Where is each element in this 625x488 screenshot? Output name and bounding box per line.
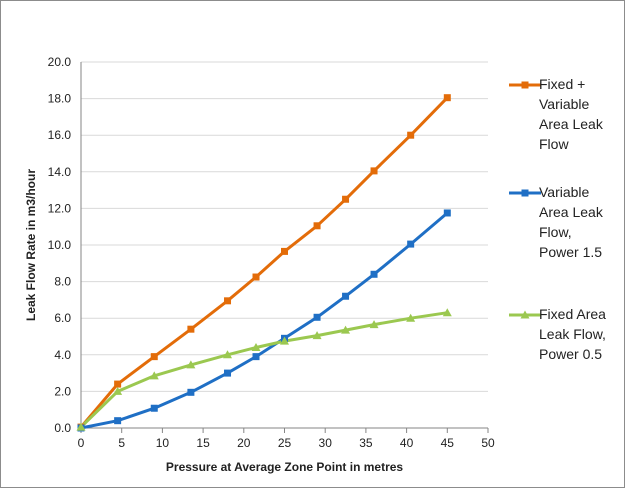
x-tick-label: 25 xyxy=(278,436,292,450)
data-point xyxy=(407,131,415,139)
x-tick-label: 20 xyxy=(237,436,251,450)
data-point xyxy=(252,273,260,281)
legend-label-line: Area Leak xyxy=(539,116,604,132)
data-point xyxy=(150,404,158,412)
legend-label: Fixed + Variable Area Leak Flow xyxy=(539,76,604,152)
legend-label-line: Power 0.5 xyxy=(539,346,602,362)
data-point xyxy=(281,247,288,255)
series-line xyxy=(80,211,449,430)
data-point xyxy=(442,308,452,317)
legend-label-line: Fixed Area xyxy=(539,306,606,322)
y-tick-label: 14.0 xyxy=(48,165,72,179)
data-point xyxy=(224,369,232,377)
x-tick-label: 10 xyxy=(156,436,170,450)
data-markers xyxy=(76,94,452,432)
y-tick-label: 18.0 xyxy=(48,92,72,106)
y-tick-label: 4.0 xyxy=(54,348,71,362)
x-tick-label: 0 xyxy=(78,436,85,450)
data-point xyxy=(224,297,232,305)
legend-label-line: Variable xyxy=(539,184,590,200)
y-tick-label: 20.0 xyxy=(48,55,72,69)
y-axis-title: Leak Flow Rate in m3/hour xyxy=(24,169,38,321)
series-line xyxy=(79,96,449,429)
data-point xyxy=(150,353,158,361)
data-point xyxy=(252,353,260,361)
data-point xyxy=(186,360,196,369)
gridlines xyxy=(81,61,488,392)
legend-swatch-marker xyxy=(521,81,529,89)
legend-entry: Fixed + Variable Area Leak Flow xyxy=(509,76,604,152)
data-point xyxy=(406,313,416,322)
data-point xyxy=(313,222,321,230)
data-point xyxy=(312,331,322,340)
legend-label-line: Flow, xyxy=(539,224,572,240)
legend-label-line: Leak Flow, xyxy=(539,326,606,342)
x-tick-label: 35 xyxy=(359,436,373,450)
axes: 0.0 2.0 4.0 6.0 8.0 10.0 12.0 14.0 16.0 18.0 20.0 0… xyxy=(48,55,495,450)
y-tick-label: 2.0 xyxy=(54,384,71,398)
data-point xyxy=(370,167,378,175)
x-tick-label: 30 xyxy=(319,436,333,450)
data-point xyxy=(313,313,321,321)
legend-label-line: Power 1.5 xyxy=(539,244,602,260)
data-point xyxy=(280,336,289,345)
legend-label-line: Flow xyxy=(539,136,569,152)
data-point xyxy=(443,209,451,217)
legend-swatch-marker xyxy=(520,310,530,319)
x-tick-label: 40 xyxy=(400,436,414,450)
data-point xyxy=(369,320,379,329)
data-point xyxy=(187,325,195,333)
legend-entry: Fixed Area Leak Flow, Power 0.5 xyxy=(509,306,606,362)
data-point xyxy=(223,350,233,359)
x-tick-label: 15 xyxy=(196,436,210,450)
data-point xyxy=(370,270,378,278)
y-tick-label: 8.0 xyxy=(54,275,71,289)
legend-label: Variable Area Leak Flow, Power 1.5 xyxy=(539,184,604,260)
y-tick-label: 6.0 xyxy=(54,311,71,325)
y-tick-label: 0.0 xyxy=(54,421,71,435)
data-point xyxy=(149,371,159,380)
legend-label-line: Variable xyxy=(539,96,590,112)
y-tick-label: 12.0 xyxy=(48,201,72,215)
data-point xyxy=(341,325,351,334)
legend-swatch-marker xyxy=(521,189,529,197)
legend-label: Fixed Area Leak Flow, Power 0.5 xyxy=(539,306,606,362)
data-point xyxy=(407,240,415,248)
data-point xyxy=(342,195,350,203)
x-tick-label: 50 xyxy=(481,436,495,450)
x-tick-label: 45 xyxy=(441,436,455,450)
y-tick-label: 10.0 xyxy=(48,238,72,252)
series-lines xyxy=(79,96,449,430)
data-point xyxy=(76,422,86,431)
data-point xyxy=(342,292,350,300)
data-point xyxy=(114,417,122,425)
legend-label-line: Fixed + xyxy=(539,76,585,92)
data-point xyxy=(251,342,261,351)
data-point xyxy=(114,380,122,388)
data-point xyxy=(113,386,123,395)
x-tick-label: 5 xyxy=(118,436,125,450)
y-tick-label: 16.0 xyxy=(48,128,72,142)
legend-entry: Variable Area Leak Flow, Power 1.5 xyxy=(509,184,604,260)
legend: Fixed + Variable Area Leak Flow Variable Area… xyxy=(509,76,606,362)
series-line xyxy=(79,311,448,429)
data-point xyxy=(443,94,451,102)
x-axis-title: Pressure at Average Zone Point in metres xyxy=(166,460,404,474)
legend-label-line: Area Leak xyxy=(539,204,604,220)
data-point xyxy=(187,388,195,396)
